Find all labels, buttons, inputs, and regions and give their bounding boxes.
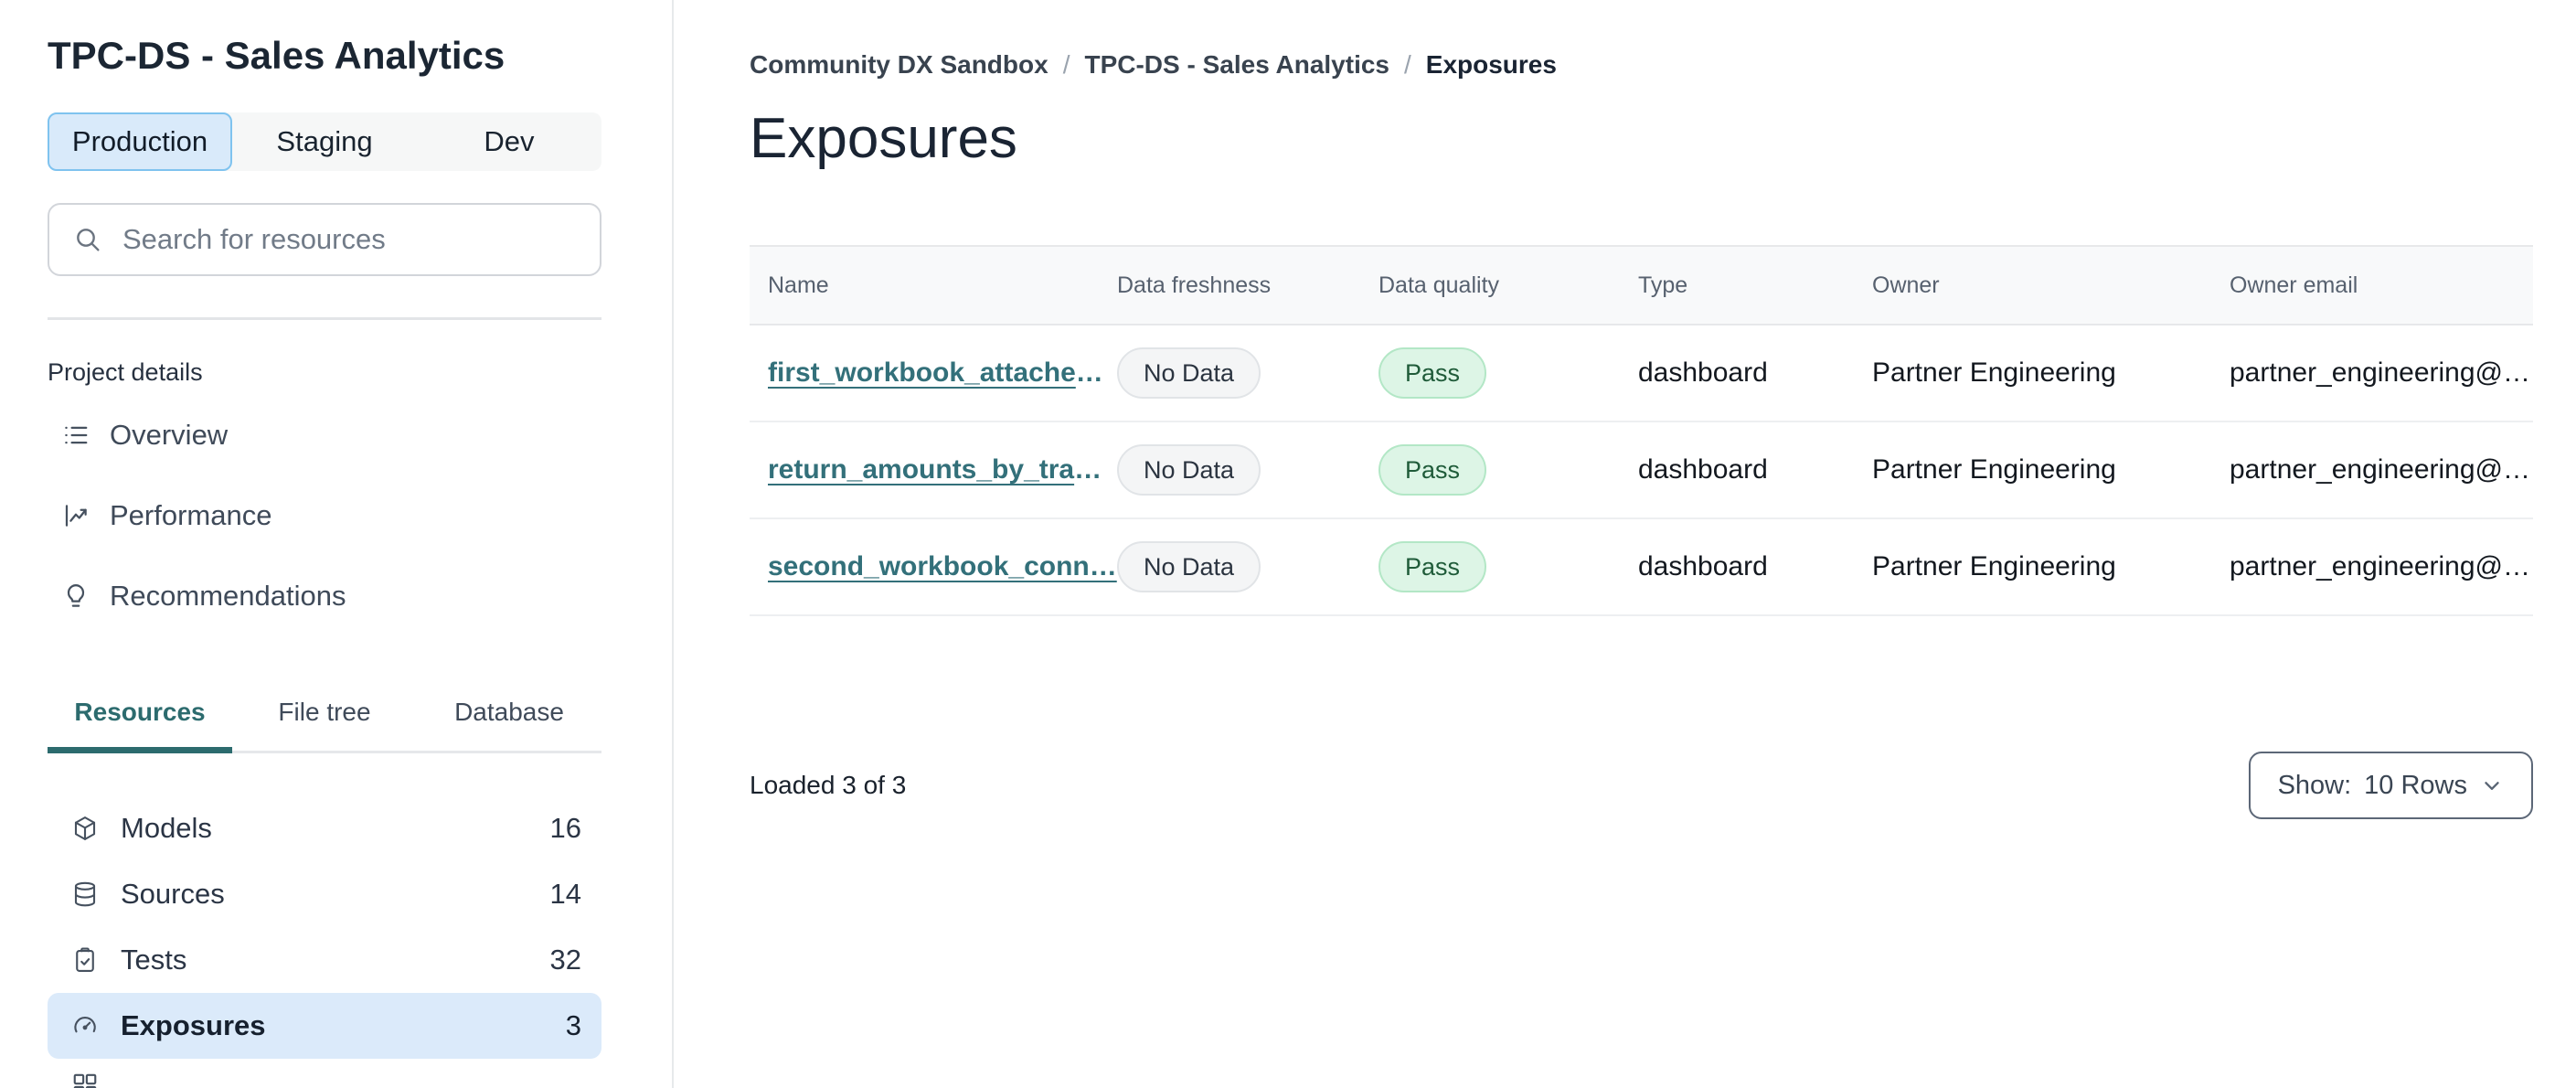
sidebar-item-overview[interactable]: Overview [48,395,601,475]
main-content: Community DX Sandbox / TPC-DS - Sales An… [674,0,2576,1088]
type-cell: dashboard [1638,454,1768,485]
env-tab-dev[interactable]: Dev [417,112,601,171]
freshness-badge: No Data [1117,541,1261,592]
grid-icon [71,1072,99,1088]
column-header-owner-email: Owner email [2230,272,2358,298]
sidebar-divider [48,317,601,320]
sidebar-item-exposures[interactable]: Exposures 3 [48,993,601,1059]
search-input[interactable] [121,222,576,257]
table-header-row: Name Data freshness Data quality Type Ow… [750,245,2533,325]
owner-email-cell: partner_engineering@dbt… [2230,454,2533,485]
chart-line-icon [62,502,90,529]
database-icon [71,880,99,908]
column-header-type: Type [1638,272,1688,298]
resource-item-label: Exposures [121,1009,266,1041]
quality-badge: Pass [1378,347,1487,399]
breadcrumb-current: Exposures [1425,50,1557,79]
search-box [48,203,601,276]
package-icon [71,815,99,842]
table-footer: Loaded 3 of 3 Show: 10 Rows [750,752,2533,819]
project-title: TPC-DS - Sales Analytics [48,34,506,77]
chevron-down-icon [2480,773,2504,797]
env-tab-staging[interactable]: Staging [232,112,417,171]
type-cell: dashboard [1638,551,1768,581]
list-icon [62,421,90,449]
sidebar-item-models[interactable]: Models 16 [48,795,601,861]
environment-tabs: Production Staging Dev [48,112,601,171]
env-tab-production[interactable]: Production [48,112,232,171]
breadcrumb-account[interactable]: Community DX Sandbox [750,50,1048,79]
breadcrumb: Community DX Sandbox / TPC-DS - Sales An… [750,48,2533,81]
sidebar: TPC-DS - Sales Analytics Production Stag… [0,0,674,1088]
owner-cell: Partner Engineering [1872,357,2116,388]
resource-item-count: 16 [549,812,581,844]
sidebar-item-sources[interactable]: Sources 14 [48,861,601,927]
resource-item-count: 3 [565,1009,581,1041]
freshness-badge: No Data [1117,444,1261,496]
page-title: Exposures [750,107,1017,170]
sidebar-item-tests[interactable]: Tests 32 [48,927,601,993]
resource-item-label: Sources [121,878,225,910]
column-header-data-quality: Data quality [1378,272,1500,298]
exposure-name-link[interactable]: second_workbook_conn… [768,551,1117,581]
project-details-label: Project details [48,358,203,386]
table-row: return_amounts_by_tran… No Data Pass das… [750,422,2533,519]
tab-database[interactable]: Database [417,691,601,751]
sidebar-item-label: Overview [110,419,229,451]
table-row: first_workbook_attached… No Data Pass da… [750,325,2533,422]
resource-item-count: 14 [549,878,581,910]
show-label: Show: [2277,770,2352,800]
owner-email-cell: partner_engineering@dbt… [2230,357,2533,388]
type-cell: dashboard [1638,357,1768,388]
search-icon [73,225,102,254]
column-header-name: Name [768,272,829,298]
table-row: second_workbook_conn… No Data Pass dashb… [750,519,2533,616]
sidebar-item-label: Recommendations [110,580,346,612]
resource-item-label: Models [121,812,212,844]
breadcrumb-separator: / [1404,50,1411,79]
rows-per-page-value: 10 Rows [2364,770,2467,800]
rows-per-page-selector[interactable]: Show: 10 Rows [2248,752,2533,819]
exposures-table: Name Data freshness Data quality Type Ow… [750,245,2533,616]
resource-list: Models 16 Sources 14 [48,795,601,1088]
sidebar-item-recommendations[interactable]: Recommendations [48,556,601,636]
loaded-count-text: Loaded 3 of 3 [750,771,907,799]
resource-tabs: Resources File tree Database [48,691,601,753]
sidebar-item-performance[interactable]: Performance [48,475,601,556]
tab-file-tree[interactable]: File tree [232,691,417,751]
sidebar-item-partial[interactable] [48,1059,601,1088]
gauge-icon [71,1012,99,1040]
breadcrumb-separator: / [1062,50,1070,79]
freshness-badge: No Data [1117,347,1261,399]
exposure-name-link[interactable]: first_workbook_attached… [768,357,1117,388]
column-header-data-freshness: Data freshness [1117,272,1272,298]
owner-email-cell: partner_engineering@dbt… [2230,551,2533,581]
tab-resources[interactable]: Resources [48,691,232,753]
resource-item-count: 32 [549,944,581,976]
column-header-owner: Owner [1872,272,1940,298]
owner-cell: Partner Engineering [1872,551,2116,581]
quality-badge: Pass [1378,444,1487,496]
breadcrumb-project[interactable]: TPC-DS - Sales Analytics [1084,50,1389,79]
sidebar-item-label: Performance [110,499,272,531]
exposure-name-link[interactable]: return_amounts_by_tran… [768,454,1117,485]
lightbulb-icon [62,582,90,610]
quality-badge: Pass [1378,541,1487,592]
project-nav: Overview Performance Recommendations [48,395,601,636]
owner-cell: Partner Engineering [1872,454,2116,485]
resource-item-label: Tests [121,944,187,976]
clipboard-check-icon [71,946,99,974]
